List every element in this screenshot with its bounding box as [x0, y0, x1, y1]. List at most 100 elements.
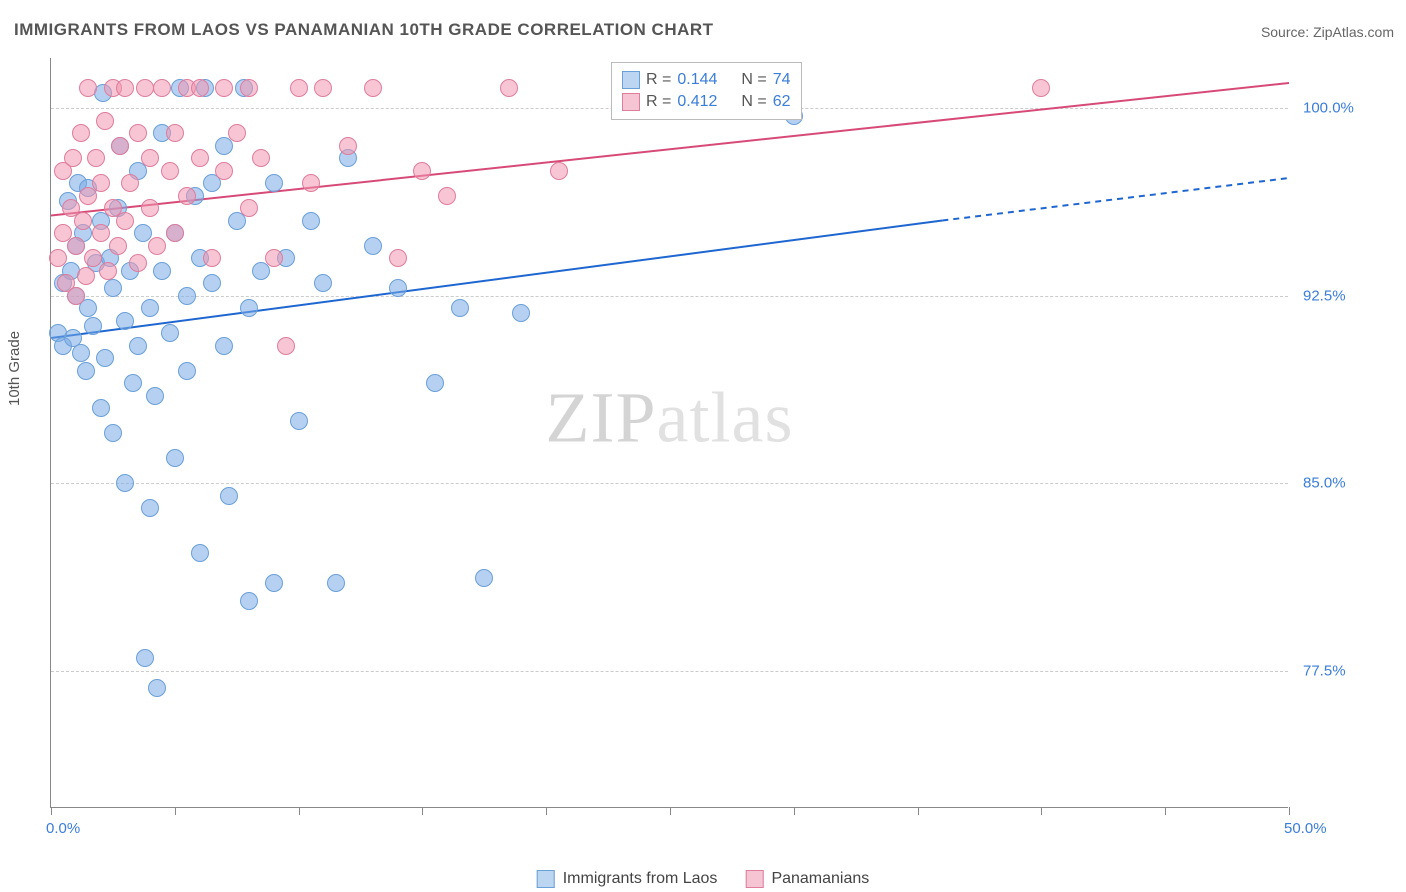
data-point	[77, 362, 95, 380]
stats-n-value: 74	[773, 71, 791, 89]
data-point	[96, 349, 114, 367]
source-link[interactable]: ZipAtlas.com	[1313, 24, 1394, 40]
x-tick	[794, 807, 795, 815]
data-point	[314, 79, 332, 97]
stats-r-value: 0.412	[677, 93, 717, 111]
data-point	[265, 574, 283, 592]
gridline	[51, 671, 1288, 672]
data-point	[389, 249, 407, 267]
data-point	[79, 79, 97, 97]
data-point	[228, 124, 246, 142]
data-point	[87, 149, 105, 167]
data-point	[134, 224, 152, 242]
x-tick	[670, 807, 671, 815]
data-point	[116, 474, 134, 492]
x-tick	[918, 807, 919, 815]
data-point	[290, 412, 308, 430]
x-tick	[1165, 807, 1166, 815]
stats-r-label: R =	[646, 93, 671, 111]
data-point	[104, 424, 122, 442]
data-point	[146, 387, 164, 405]
data-point	[178, 187, 196, 205]
stats-swatch	[622, 71, 640, 89]
watermark-zip: ZIP	[546, 377, 657, 457]
data-point	[67, 287, 85, 305]
data-point	[215, 162, 233, 180]
data-point	[413, 162, 431, 180]
data-point	[389, 279, 407, 297]
data-point	[74, 212, 92, 230]
data-point	[72, 124, 90, 142]
data-point	[148, 679, 166, 697]
data-point	[314, 274, 332, 292]
data-point	[116, 212, 134, 230]
data-point	[290, 79, 308, 97]
legend-label-laos: Immigrants from Laos	[563, 870, 718, 888]
data-point	[67, 237, 85, 255]
data-point	[1032, 79, 1050, 97]
data-point	[166, 124, 184, 142]
data-point	[166, 449, 184, 467]
data-point	[92, 174, 110, 192]
data-point	[240, 79, 258, 97]
data-point	[129, 124, 147, 142]
data-point	[191, 79, 209, 97]
plot-area: ZIPatlas 100.0%92.5%85.0%77.5%0.0%50.0%R…	[50, 58, 1288, 808]
data-point	[451, 299, 469, 317]
data-point	[277, 337, 295, 355]
data-point	[178, 287, 196, 305]
stats-row: R =0.144N =74	[622, 69, 791, 91]
stats-box: R =0.144N =74R =0.412N =62	[611, 62, 802, 120]
data-point	[136, 79, 154, 97]
data-point	[141, 149, 159, 167]
data-point	[203, 274, 221, 292]
data-point	[240, 592, 258, 610]
legend-swatch-laos	[537, 870, 555, 888]
y-axis-title: 10th Grade	[6, 331, 23, 406]
data-point	[161, 162, 179, 180]
data-point	[191, 149, 209, 167]
data-point	[72, 344, 90, 362]
data-point	[49, 249, 67, 267]
data-point	[136, 649, 154, 667]
data-point	[141, 199, 159, 217]
data-point	[96, 112, 114, 130]
data-point	[512, 304, 530, 322]
chart-container: IMMIGRANTS FROM LAOS VS PANAMANIAN 10TH …	[0, 0, 1406, 892]
x-tick	[1289, 807, 1290, 815]
gridline	[51, 483, 1288, 484]
data-point	[99, 262, 117, 280]
data-point	[92, 399, 110, 417]
data-point	[141, 299, 159, 317]
legend-label-panamanians: Panamanians	[771, 870, 869, 888]
stats-swatch	[622, 93, 640, 111]
data-point	[475, 569, 493, 587]
x-tick	[422, 807, 423, 815]
data-point	[339, 137, 357, 155]
data-point	[426, 374, 444, 392]
trend-lines-layer	[51, 58, 1289, 808]
data-point	[203, 249, 221, 267]
data-point	[116, 312, 134, 330]
y-tick-label: 85.0%	[1303, 475, 1393, 492]
data-point	[500, 79, 518, 97]
data-point	[84, 249, 102, 267]
stats-n-value: 62	[773, 93, 791, 111]
data-point	[129, 337, 147, 355]
gridline	[51, 296, 1288, 297]
data-point	[153, 262, 171, 280]
data-point	[104, 279, 122, 297]
legend-item-laos: Immigrants from Laos	[537, 870, 718, 888]
legend-item-panamanians: Panamanians	[745, 870, 869, 888]
watermark: ZIPatlas	[546, 376, 794, 459]
data-point	[215, 337, 233, 355]
data-point	[364, 237, 382, 255]
data-point	[191, 544, 209, 562]
data-point	[302, 174, 320, 192]
stats-r-label: R =	[646, 71, 671, 89]
data-point	[438, 187, 456, 205]
data-point	[92, 224, 110, 242]
x-tick-label: 50.0%	[1284, 820, 1327, 837]
y-tick-label: 92.5%	[1303, 287, 1393, 304]
data-point	[161, 324, 179, 342]
